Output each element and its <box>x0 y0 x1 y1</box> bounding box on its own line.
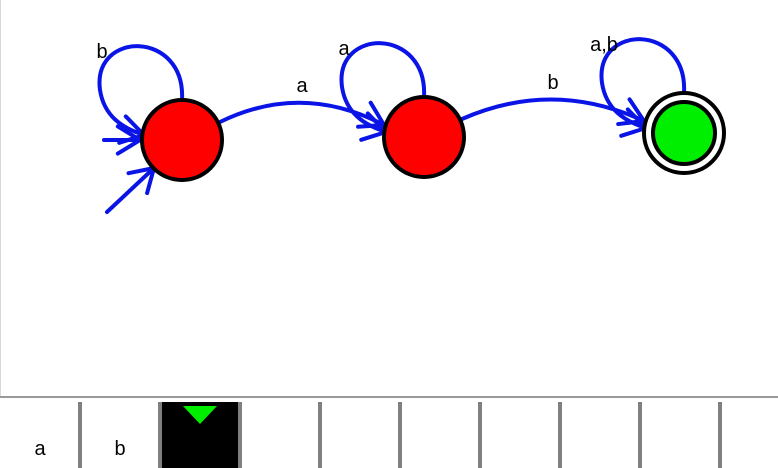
state-q0[interactable] <box>140 98 224 182</box>
transition-label: a <box>296 75 308 97</box>
state-q2[interactable] <box>651 100 717 166</box>
tape-cell-border <box>238 402 242 468</box>
tape-cell-border <box>158 402 162 468</box>
tape-cell-border <box>398 402 402 468</box>
tape-cell: a <box>2 402 78 468</box>
tape-cell-current <box>162 402 238 468</box>
transition-edge <box>218 100 386 127</box>
transition-label: a,b <box>590 34 618 56</box>
tape-symbol: b <box>114 437 126 460</box>
tape-symbol: a <box>34 437 46 460</box>
tape-cell-border <box>478 402 482 468</box>
tape-cell <box>482 402 558 468</box>
transition-label: b <box>96 41 107 63</box>
tape-cell-border <box>558 402 562 468</box>
diagram-canvas: b a a b a,b <box>0 0 726 396</box>
tape-cell <box>242 402 318 468</box>
transition-label: a <box>338 38 350 60</box>
tape-cell: b <box>82 402 158 468</box>
tape-cell-border <box>78 402 82 468</box>
transition-loop <box>97 44 185 137</box>
transition-loop <box>599 37 687 130</box>
automaton-diagram: b a a b a,b <box>96 34 726 214</box>
tape-cell <box>322 402 398 468</box>
tape-cell <box>402 402 478 468</box>
tape-cell <box>722 402 778 468</box>
transition-label: b <box>547 72 558 94</box>
initial-arrow <box>105 166 156 214</box>
tape-cell-border <box>718 402 722 468</box>
transition-edge <box>460 97 646 123</box>
state-q1[interactable] <box>382 95 466 179</box>
tape-divider <box>0 396 778 398</box>
tape-cell-border <box>638 402 642 468</box>
transition-loop <box>339 41 427 134</box>
tape-cell <box>642 402 718 468</box>
tape-cell-border <box>318 402 322 468</box>
tape-cell <box>562 402 638 468</box>
tape-head-marker-icon <box>183 406 217 424</box>
